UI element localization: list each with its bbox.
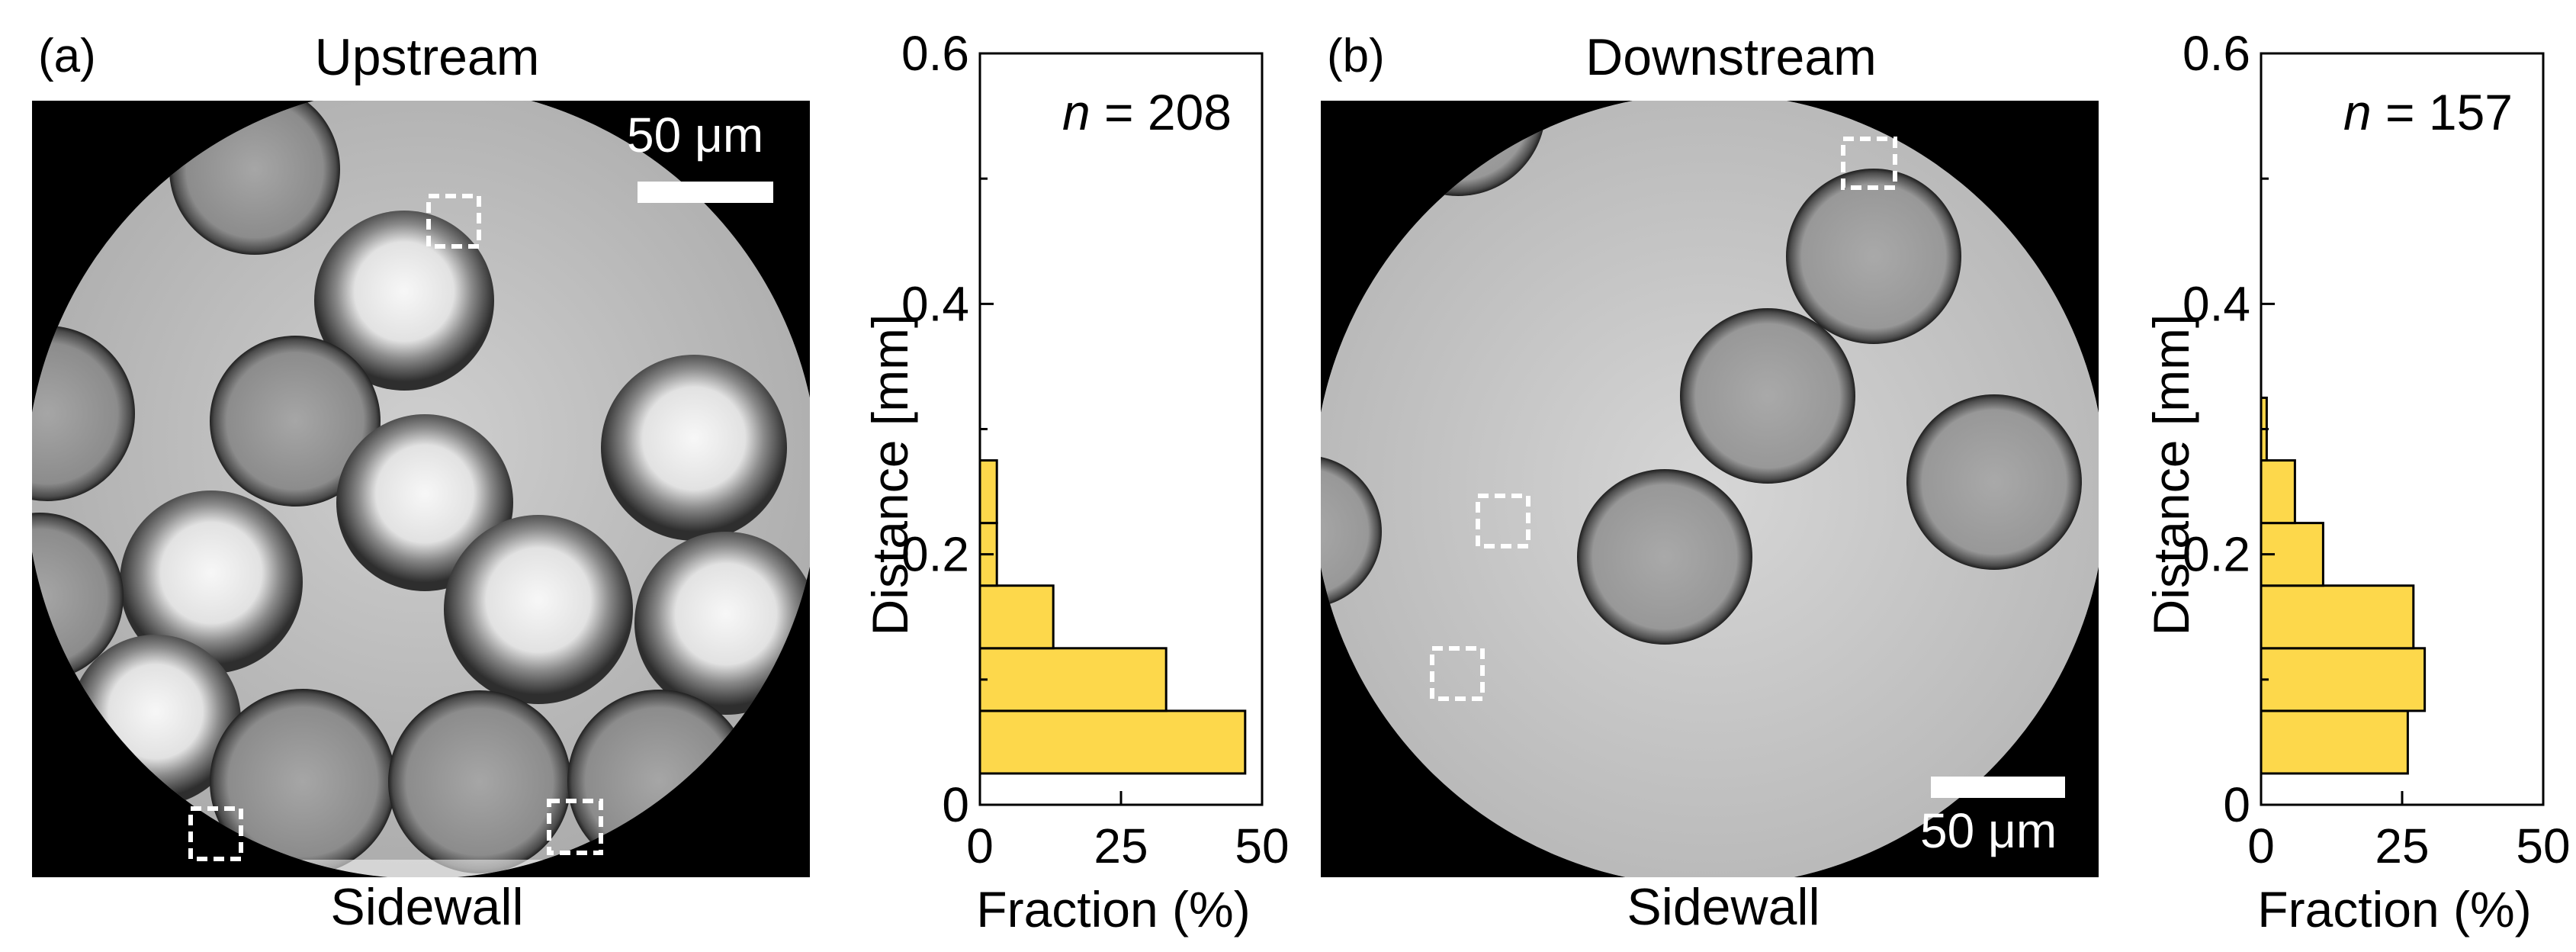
- hist-a-xtick-label-0: 0: [966, 819, 994, 873]
- panel-a-label: (a): [38, 30, 96, 82]
- roi-box: [426, 194, 481, 249]
- panel-b-label: (b): [1327, 30, 1385, 82]
- scale-bar-label: 50 μm: [627, 108, 764, 162]
- roi-box: [1841, 137, 1897, 190]
- micrograph-upstream: 50 μm: [32, 101, 810, 877]
- hist-b-ytick-label-2: 0.4: [2183, 276, 2250, 331]
- roi-box: [1430, 646, 1485, 701]
- hist-a-ytick-label-0: 0: [942, 777, 969, 832]
- hist-b-bar-4: [2260, 459, 2296, 525]
- histogram-a: 0 0.2 0.4 0.6 0 25 50 Fraction (%) Distance [mm]…: [831, 23, 1290, 952]
- hist-b-bar-0: [2260, 709, 2409, 775]
- histogram-a-svg: 0 0.2 0.4 0.6 0 25 50 Fraction (%) Distance [mm]…: [862, 26, 1290, 938]
- hist-b-xtick-label-0: 0: [2247, 819, 2275, 873]
- hist-b-xlabel: Fraction (%): [2257, 881, 2531, 938]
- micrograph-upstream-image: [32, 101, 810, 877]
- hist-a-ytick-label-2: 0.4: [901, 276, 969, 331]
- panel-a-title: Upstream: [314, 28, 540, 86]
- hist-a-ytick-label-3: 0.6: [901, 26, 969, 81]
- hist-a-bar-2: [978, 584, 1055, 650]
- hist-b-xtick-label-1: 25: [2375, 819, 2429, 873]
- hist-a-xtick-label-1: 25: [1094, 819, 1148, 873]
- hist-b-n-annotation: n = 157: [2343, 84, 2513, 140]
- hist-a-bar-1: [978, 647, 1168, 712]
- hist-a-xlabel: Fraction (%): [976, 881, 1250, 938]
- scale-bar: [638, 182, 773, 203]
- histogram-b: 0 0.2 0.4 0.6 0 25 50 Fraction (%) Distance [mm]…: [2112, 23, 2571, 952]
- panel-b-title: Downstream: [1585, 28, 1877, 86]
- hist-b-ytick-label-1: 0.2: [2183, 527, 2250, 582]
- hist-b-ytick-label-0: 0: [2223, 777, 2250, 832]
- hist-b-ylabel: Distance [mm]: [2143, 314, 2199, 636]
- panel-a-sidewall-label: Sidewall: [330, 878, 524, 936]
- hist-b-xtick-label-2: 50: [2516, 819, 2570, 873]
- roi-box: [188, 806, 243, 861]
- scale-bar: [1931, 777, 2065, 798]
- hist-a-xtick-label-2: 50: [1235, 819, 1289, 873]
- hist-a-ytick-label-1: 0.2: [901, 527, 969, 582]
- roi-box: [547, 799, 603, 855]
- hist-a-ylabel: Distance [mm]: [862, 314, 918, 636]
- roi-box: [1476, 494, 1531, 548]
- hist-b-bar-2: [2260, 584, 2415, 650]
- panel-b-sidewall-label: Sidewall: [1627, 878, 1820, 936]
- histogram-b-svg: 0 0.2 0.4 0.6 0 25 50 Fraction (%) Distance [mm]…: [2143, 26, 2571, 938]
- hist-a-bar-4: [978, 459, 998, 525]
- hist-a-n-annotation: n = 208: [1062, 84, 1232, 140]
- hist-b-ytick-label-3: 0.6: [2183, 26, 2250, 81]
- micrograph-downstream-image: [1321, 101, 2099, 877]
- hist-a-bar-0: [978, 709, 1247, 775]
- micrograph-downstream: 50 μm: [1321, 101, 2099, 877]
- hist-b-bar-1: [2260, 647, 2427, 712]
- scale-bar-label: 50 μm: [1920, 803, 2057, 858]
